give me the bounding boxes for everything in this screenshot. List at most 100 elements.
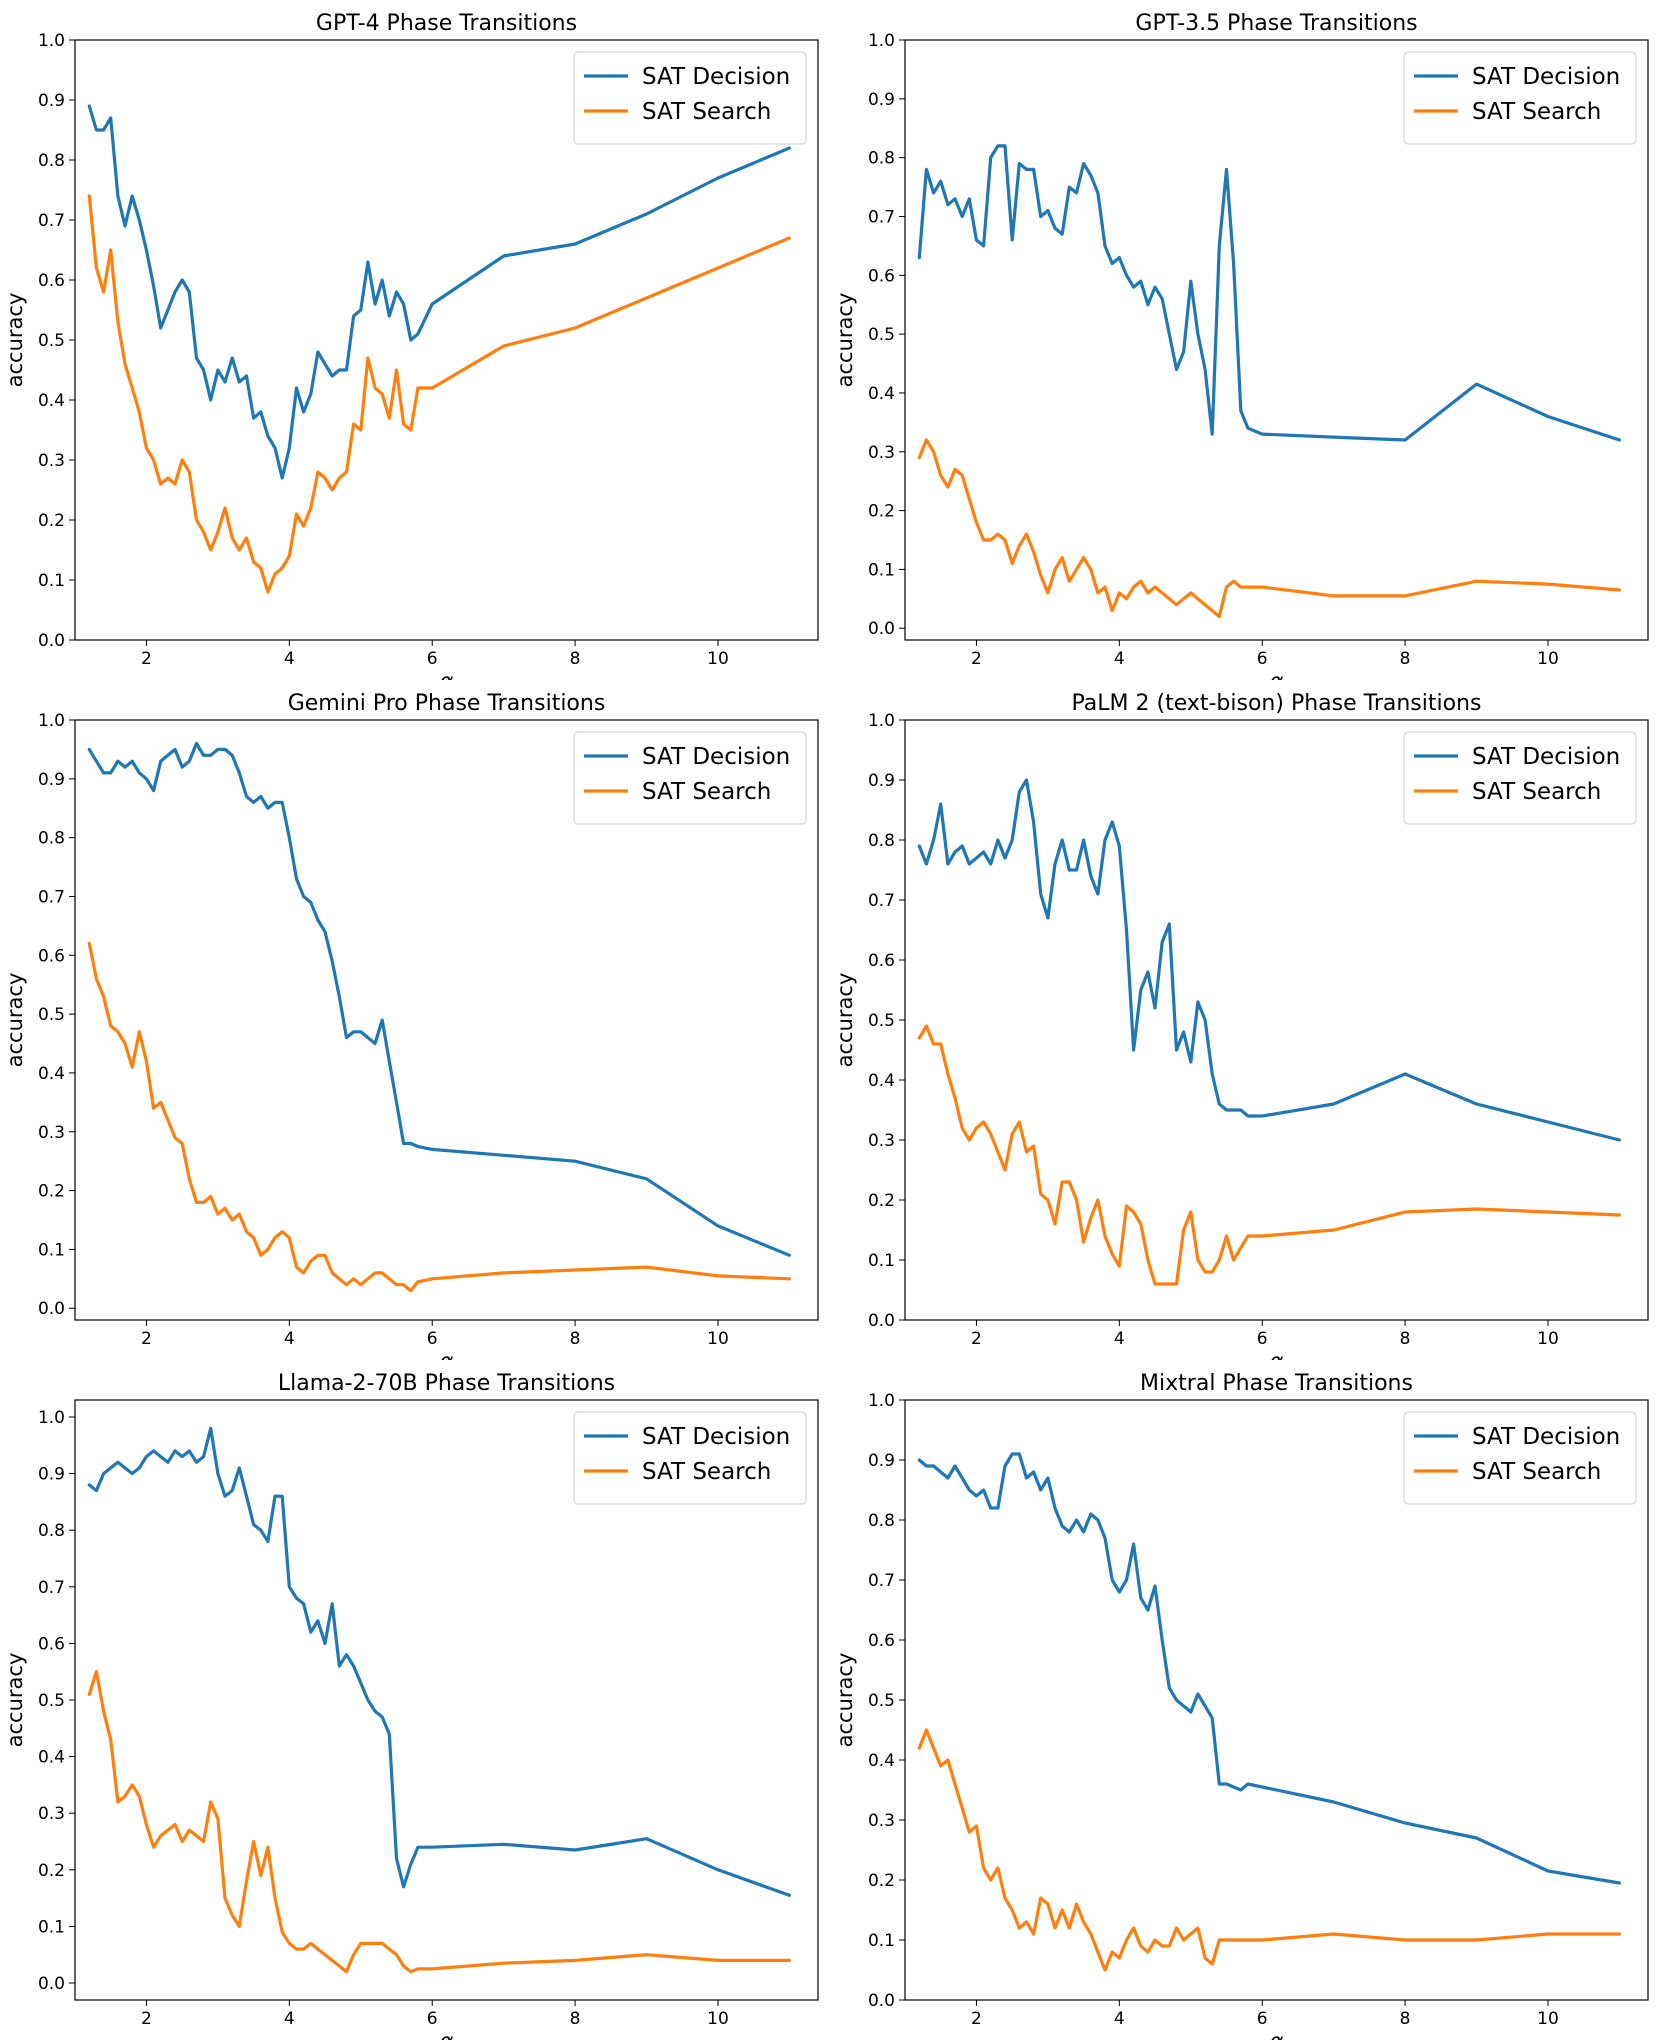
chart-svg-mixtral: Mixtral Phase Transitions 0.0 0.1 0.2 0.3 0.4… [833, 1371, 1649, 2040]
y-tick-label: 0.2 [868, 1191, 895, 1211]
chart-title: Llama-2-70B Phase Transitions [278, 1371, 615, 1396]
chart-title: Gemini Pro Phase Transitions [288, 691, 606, 716]
y-axis-label: accuracy [3, 1653, 27, 1748]
chart-svg-gpt35: GPT-3.5 Phase Transitions 0.0 0.1 0.2 0.3 0.4… [833, 11, 1649, 680]
y-tick-label: 0.8 [868, 831, 895, 851]
y-tick-label: 0.1 [38, 1917, 65, 1937]
x-tick-label: 10 [707, 649, 729, 669]
series-line-sat-decision [917, 1452, 1622, 1885]
x-axis-label: α [440, 2029, 454, 2040]
x-tick-label: 6 [427, 2009, 438, 2029]
plot-frame [904, 39, 1649, 641]
x-tick-label: 6 [1257, 2009, 1268, 2029]
y-tick-label: 0.4 [868, 384, 895, 404]
y-tick-label: 0.6 [38, 1634, 65, 1654]
y-tick-label: 0.2 [868, 1871, 895, 1891]
y-tick-label: 0.2 [868, 502, 895, 522]
y-tick-label: 0.5 [38, 331, 65, 351]
x-tick-label: 8 [570, 649, 581, 669]
y-tick-label: 0.3 [38, 1804, 65, 1824]
x-tick-label: 4 [284, 1329, 295, 1349]
x-tick-label: 2 [141, 2009, 152, 2029]
chart-title: GPT-4 Phase Transitions [316, 11, 577, 36]
chart-svg-gemini-pro: Gemini Pro Phase Transitions 0.0 0.1 0.2 0.3… [3, 691, 819, 1360]
y-tick-label: 0.5 [38, 1691, 65, 1711]
y-tick-label: 0.4 [38, 1748, 65, 1768]
legend-label: SAT Search [642, 779, 771, 805]
y-tick-label: 0.4 [38, 391, 65, 411]
chart-panel-gemini-pro: Gemini Pro Phase Transitions 0.0 0.1 0.2 0.3… [0, 680, 830, 1360]
y-tick-label: 0.8 [38, 1521, 65, 1541]
y-tick-label: 0.4 [38, 1064, 65, 1084]
series-line-sat-decision [87, 104, 792, 480]
x-axis-label: α [1270, 2029, 1284, 2040]
legend-label: SAT Search [642, 1459, 771, 1485]
y-axis-label: accuracy [833, 293, 857, 388]
x-tick-label: 6 [1257, 1329, 1268, 1349]
y-tick-label: 0.2 [38, 1861, 65, 1881]
series-line-sat-search [87, 1670, 792, 1974]
legend-label: SAT Decision [642, 1424, 790, 1450]
chart-panel-palm2: PaLM 2 (text-bison) Phase Transitions 0.0… [830, 680, 1660, 1360]
y-tick-label: 0.1 [868, 1251, 895, 1271]
x-tick-label: 2 [971, 2009, 982, 2029]
x-tick-label: 2 [971, 649, 982, 669]
x-tick-label: 8 [570, 1329, 581, 1349]
y-tick-label: 0.4 [868, 1751, 895, 1771]
legend-label: SAT Search [642, 99, 771, 125]
y-tick-label: 0.5 [38, 1005, 65, 1025]
plot-frame [74, 719, 819, 1321]
y-tick-label: 0.0 [38, 1974, 65, 1994]
legend-label: SAT Decision [642, 744, 790, 770]
x-tick-label: 10 [707, 2009, 729, 2029]
series-line-sat-search [917, 1024, 1622, 1286]
y-tick-label: 0.8 [868, 149, 895, 169]
y-tick-label: 0.7 [38, 211, 65, 231]
x-tick-label: 2 [141, 1329, 152, 1349]
y-tick-label: 0.1 [868, 1931, 895, 1951]
y-tick-label: 0.2 [38, 511, 65, 531]
x-tick-label: 10 [1537, 649, 1559, 669]
x-tick-label: 10 [1537, 2009, 1559, 2029]
chart-panel-gpt35: GPT-3.5 Phase Transitions 0.0 0.1 0.2 0.3 0.4… [830, 0, 1660, 680]
y-tick-label: 0.7 [868, 1571, 895, 1591]
x-tick-label: 8 [570, 2009, 581, 2029]
legend-box [573, 731, 807, 825]
x-tick-label: 10 [707, 1329, 729, 1349]
x-axis-label: α [440, 1349, 454, 1360]
x-tick-label: 4 [284, 649, 295, 669]
series-line-sat-search [917, 1728, 1622, 1972]
x-tick-label: 8 [1400, 649, 1411, 669]
x-tick-label: 4 [1114, 649, 1125, 669]
y-tick-label: 1.0 [868, 1391, 895, 1411]
chart-svg-llama2: Llama-2-70B Phase Transitions 0.0 0.1 0.2 0.… [3, 1371, 819, 2040]
chart-title: Mixtral Phase Transitions [1140, 1371, 1413, 1396]
y-tick-label: 0.3 [38, 451, 65, 471]
x-tick-label: 8 [1400, 2009, 1411, 2029]
x-tick-label: 6 [1257, 649, 1268, 669]
series-line-sat-decision [917, 778, 1622, 1142]
x-tick-label: 4 [1114, 1329, 1125, 1349]
chart-title: PaLM 2 (text-bison) Phase Transitions [1072, 691, 1482, 716]
x-tick-label: 4 [1114, 2009, 1125, 2029]
legend-box [573, 1411, 807, 1505]
y-tick-label: 0.7 [38, 887, 65, 907]
y-tick-label: 0.3 [868, 1131, 895, 1151]
chart-title: GPT-3.5 Phase Transitions [1135, 11, 1417, 36]
series-line-sat-search [917, 438, 1622, 619]
chart-svg-gpt4: GPT-4 Phase Transitions 0.0 0.1 0.2 0.3 0.4 0.… [3, 11, 819, 680]
series-line-sat-decision [87, 1426, 792, 1897]
y-tick-label: 0.7 [38, 1578, 65, 1598]
x-tick-label: 8 [1400, 1329, 1411, 1349]
legend-label: SAT Decision [1472, 744, 1620, 770]
y-tick-label: 0.0 [38, 1299, 65, 1319]
legend-label: SAT Decision [1472, 1424, 1620, 1450]
y-axis-label: accuracy [3, 973, 27, 1068]
y-axis-label: accuracy [833, 1653, 857, 1748]
y-tick-label: 1.0 [38, 711, 65, 731]
y-tick-label: 0.0 [38, 631, 65, 651]
series-line-sat-search [87, 941, 792, 1293]
y-tick-label: 0.1 [38, 1240, 65, 1260]
y-tick-label: 0.6 [38, 271, 65, 291]
